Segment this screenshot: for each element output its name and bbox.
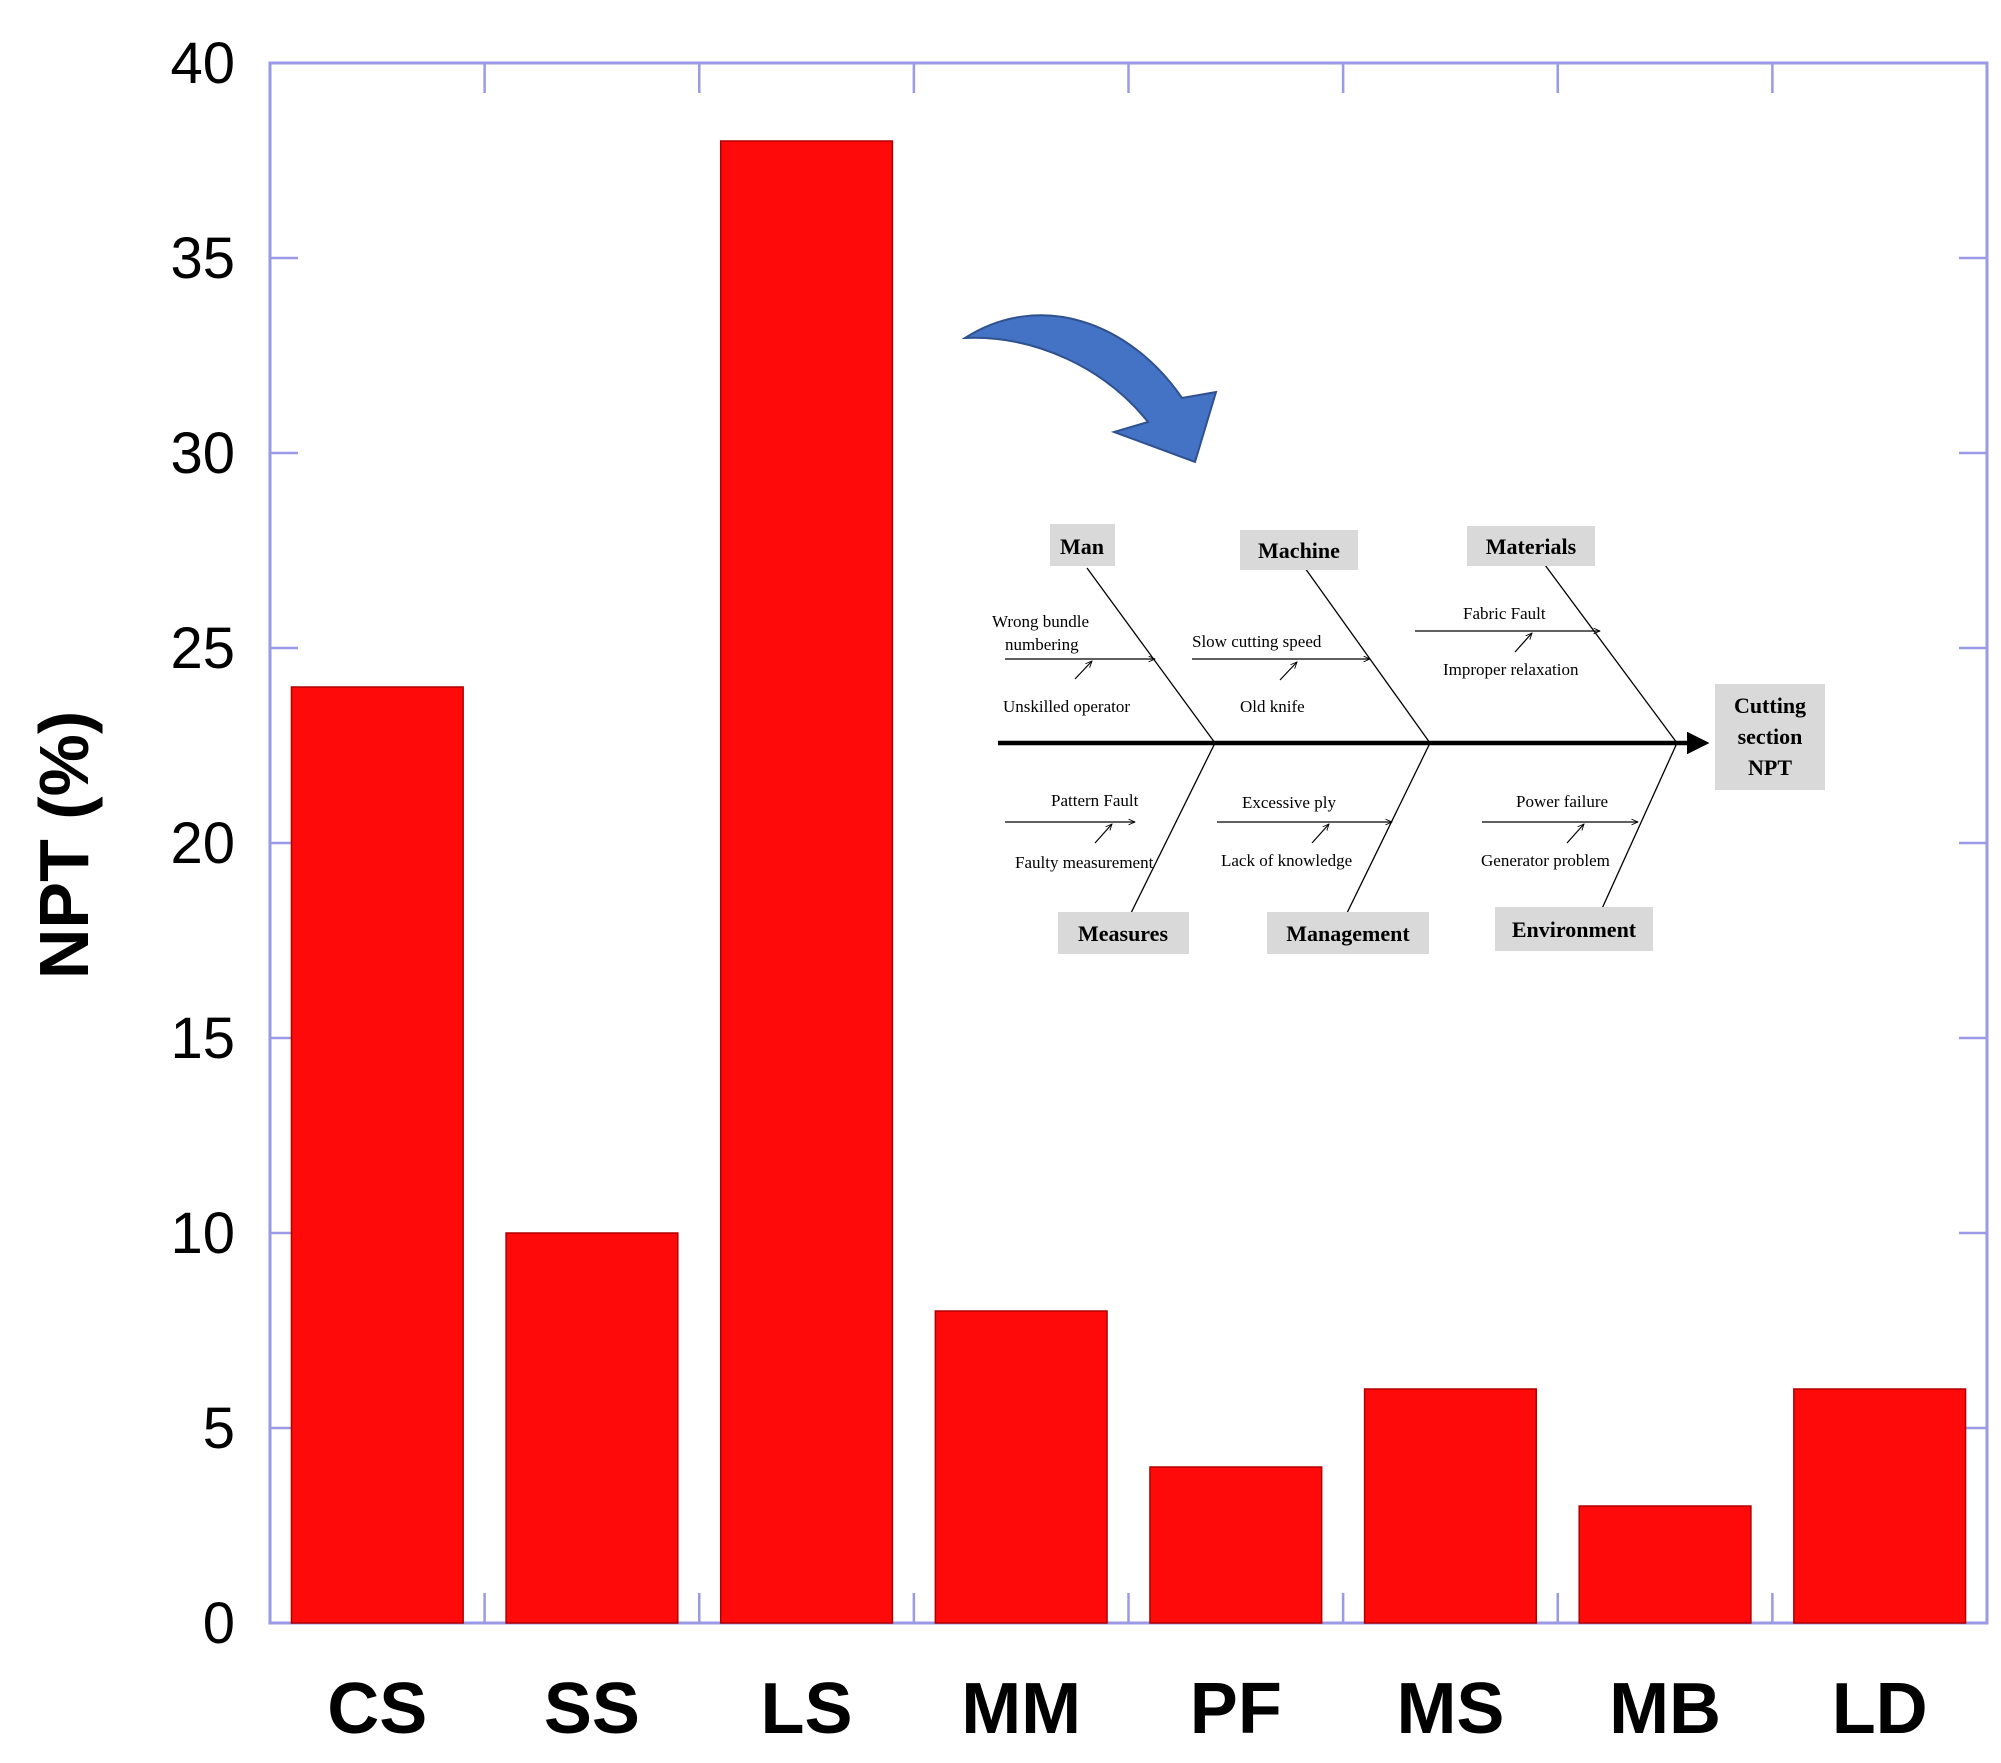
category-box-environment <box>1495 907 1653 951</box>
cause-man-2: Unskilled operator <box>1003 697 1130 716</box>
cause-machine-1: Slow cutting speed <box>1192 632 1322 651</box>
x-label-ls: LS <box>761 1669 853 1749</box>
effect-label-line-1: Cutting <box>1734 693 1806 718</box>
cause-environment-1: Power failure <box>1516 792 1608 811</box>
effect-box <box>1715 684 1825 790</box>
category-box-materials <box>1467 526 1595 566</box>
y-tick-label: 25 <box>170 616 235 681</box>
cause-materials-1: Fabric Fault <box>1463 604 1546 623</box>
cause-arrow-machine-sub <box>1279 662 1297 681</box>
bar-ms <box>1363 1388 1538 1624</box>
bone-management <box>1345 742 1431 916</box>
cause-environment-2: Generator problem <box>1481 851 1610 870</box>
x-label-pf: PF <box>1190 1669 1282 1749</box>
bar-ls <box>719 140 894 1624</box>
axis-ticks <box>270 61 1987 1625</box>
bar-ss <box>505 1232 679 1624</box>
bone-measures <box>1129 742 1216 916</box>
effect-label-line-3: NPT <box>1748 755 1792 780</box>
y-tick-label: 30 <box>170 421 235 486</box>
y-tick-label: 40 <box>170 31 235 96</box>
cause-arrow-environment-sub <box>1566 824 1584 844</box>
x-label-cs: CS <box>327 1669 427 1749</box>
y-tick-label: 5 <box>203 1396 235 1461</box>
cause-man-1b: numbering <box>1005 635 1079 654</box>
x-label-ms: MS <box>1396 1669 1504 1749</box>
cause-measures-2: Faulty measurement <box>1015 853 1154 872</box>
x-label-ld: LD <box>1832 1669 1928 1749</box>
y-tick-labels: 0 5 10 15 20 25 30 35 40 <box>170 31 235 1656</box>
bar-mm <box>934 1310 1108 1624</box>
bar-ld <box>1793 1388 1967 1624</box>
category-box-management <box>1267 912 1429 954</box>
cause-management-1: Excessive ply <box>1242 793 1336 812</box>
cause-measures-1: Pattern Fault <box>1051 791 1139 810</box>
category-box-man <box>1050 524 1115 566</box>
cause-management-2: Lack of knowledge <box>1221 851 1352 870</box>
y-axis-title: NPT (%) <box>25 711 103 979</box>
cause-arrow-materials-sub <box>1514 633 1532 653</box>
category-label-man: Man <box>1060 534 1104 559</box>
cause-arrow-management-sub <box>1311 824 1329 844</box>
y-tick-label: 0 <box>203 1591 235 1656</box>
category-box-measures <box>1058 912 1189 954</box>
category-label-management: Management <box>1286 921 1410 946</box>
effect-label-line-2: section <box>1738 724 1803 749</box>
x-label-ss: SS <box>544 1669 640 1749</box>
x-category-labels: CS SS LS MM PF MS MB LD <box>327 1669 1927 1749</box>
category-label-machine: Machine <box>1258 538 1340 563</box>
bar-pf <box>1149 1466 1323 1624</box>
category-box-machine <box>1240 530 1358 570</box>
bone-man <box>1086 567 1216 744</box>
cause-arrow-man-sub <box>1074 661 1092 680</box>
cause-machine-2: Old knife <box>1240 697 1305 716</box>
category-label-environment: Environment <box>1512 917 1637 942</box>
category-label-measures: Measures <box>1078 921 1168 946</box>
bar-cs <box>290 686 464 1624</box>
fishbone-diagram: Man Machine Materials Measures Managemen… <box>992 524 1825 954</box>
x-label-mm: MM <box>961 1669 1081 1749</box>
y-tick-label: 35 <box>170 226 235 291</box>
curved-arrow-icon <box>961 314 1218 464</box>
cause-arrow-measures-sub <box>1094 824 1112 844</box>
bone-environment <box>1599 742 1678 914</box>
cause-materials-2: Improper relaxation <box>1443 660 1579 679</box>
bar-mb <box>1578 1505 1752 1624</box>
bone-machine <box>1304 567 1431 744</box>
x-label-mb: MB <box>1609 1669 1721 1749</box>
y-tick-label: 20 <box>170 811 235 876</box>
y-tick-label: 10 <box>170 1201 235 1266</box>
bone-materials <box>1544 564 1678 744</box>
category-label-materials: Materials <box>1486 534 1577 559</box>
cause-man-1a: Wrong bundle <box>992 612 1089 631</box>
bars <box>290 140 1967 1624</box>
y-tick-label: 15 <box>170 1006 235 1071</box>
